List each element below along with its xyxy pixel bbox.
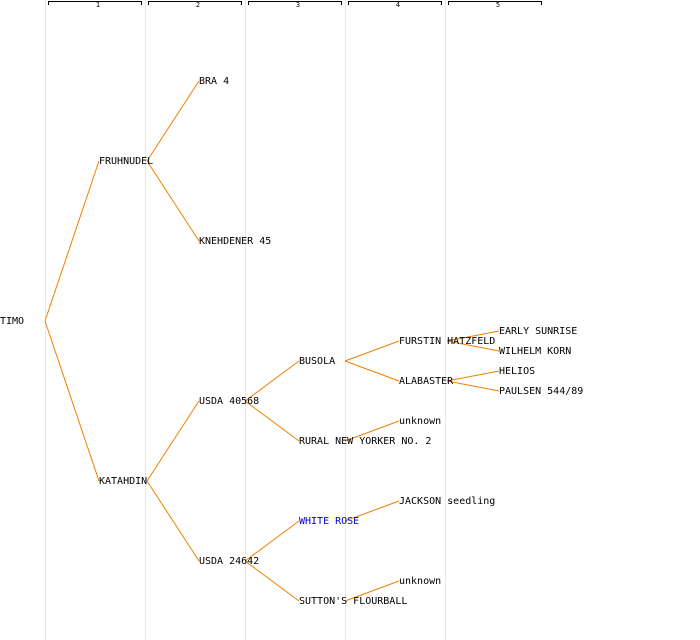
edge-fruhnudel-bra4 [146,80,200,162]
edge-katahdin-usda24642 [146,480,200,562]
node-busola[interactable]: BUSOLA [299,356,336,367]
edge-furstin-earlysunrise [446,330,500,342]
node-usda-24642[interactable]: USDA 24642 [199,556,260,567]
edge-suttons-unknown [344,580,400,602]
edge-furstin-wilhelmkorn [446,340,500,352]
edge-usda40568-busola [244,360,300,402]
edge-whiterose-jackson [344,500,400,522]
generation-label-3: 3 [295,1,301,9]
edge-busola-alabaster [344,360,400,382]
edge-busola-furstin [344,340,400,362]
edge-fruhnudel-knehdener [146,160,200,242]
node-unknown-suttons-parent[interactable]: unknown [399,576,442,587]
node-helios[interactable]: HELIOS [499,366,536,377]
node-unknown-rural-parent[interactable]: unknown [399,416,442,427]
node-white-rose[interactable]: WHITE ROSE [299,516,360,527]
generation-label-1: 1 [95,1,101,9]
node-early-sunrise[interactable]: EARLY SUNRISE [499,326,578,337]
node-furstin-hatzfeld[interactable]: FURSTIN HATZFELD [399,336,496,347]
generation-label-2: 2 [195,1,201,9]
node-knehdener-45[interactable]: KNEHDENER 45 [199,236,272,247]
node-bra-4[interactable]: BRA 4 [199,76,230,87]
node-fruhnudel[interactable]: FRUHNUDEL [99,156,154,167]
edge-alabaster-helios [446,370,500,382]
node-katahdin[interactable]: KATAHDIN [99,476,148,487]
edge-katahdin-usda40568 [146,400,200,482]
generation-label-5: 5 [495,1,501,9]
node-rural-new-yorker[interactable]: RURAL NEW YORKER NO. 2 [299,436,432,447]
edge-usda24642-suttons [244,560,300,602]
node-alabaster[interactable]: ALABASTER [399,376,454,387]
generation-label-4: 4 [395,1,401,9]
edge-alabaster-paulsen [446,380,500,392]
edge-timo-katahdin [44,320,100,482]
node-paulsen[interactable]: PAULSEN 544/89 [499,386,584,397]
edge-rural-unknown [344,420,400,442]
edge-usda24642-whiterose [244,520,300,562]
node-jackson-seedling[interactable]: JACKSON seedling [399,496,496,507]
node-usda-40568[interactable]: USDA 40568 [199,396,260,407]
edge-usda40568-rural [244,400,300,442]
node-suttons-flourball[interactable]: SUTTON'S FLOURBALL [299,596,408,607]
node-timo[interactable]: TIMO [0,316,25,327]
node-wilhelm-korn[interactable]: WILHELM KORN [499,346,572,357]
edge-timo-fruhnudel [44,160,100,322]
